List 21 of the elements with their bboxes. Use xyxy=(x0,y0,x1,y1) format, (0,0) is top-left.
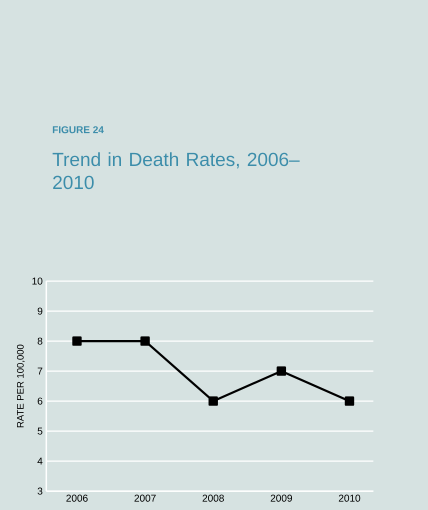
x-tick-label: 2010 xyxy=(338,494,360,502)
caption: FIGURE 24 xyxy=(52,126,104,134)
point xyxy=(276,366,286,376)
point xyxy=(208,396,218,406)
y-tick-label: 6 xyxy=(38,398,42,405)
point xyxy=(140,336,150,346)
x-tick-label: 2008 xyxy=(202,494,224,502)
chart-title: Trend in Death Rates, 2006–2010 xyxy=(52,152,300,190)
y-tick-label: 7 xyxy=(38,368,42,375)
y-tick-label: 4 xyxy=(37,458,42,465)
y-axis-title: RATE PER 100,000 xyxy=(16,344,25,428)
x-tick-label: 2006 xyxy=(66,494,88,502)
x-tick-label: 2007 xyxy=(134,494,156,502)
point xyxy=(344,396,354,406)
y-tick-label: 9 xyxy=(38,308,42,315)
point xyxy=(72,336,82,346)
y-tick-label: 5 xyxy=(38,428,42,435)
x-tick-label: 2009 xyxy=(270,494,292,502)
y-tick-label: 10 xyxy=(32,278,42,285)
y-tick-label: 8 xyxy=(38,338,42,345)
y-tick-label: 3 xyxy=(38,488,42,495)
